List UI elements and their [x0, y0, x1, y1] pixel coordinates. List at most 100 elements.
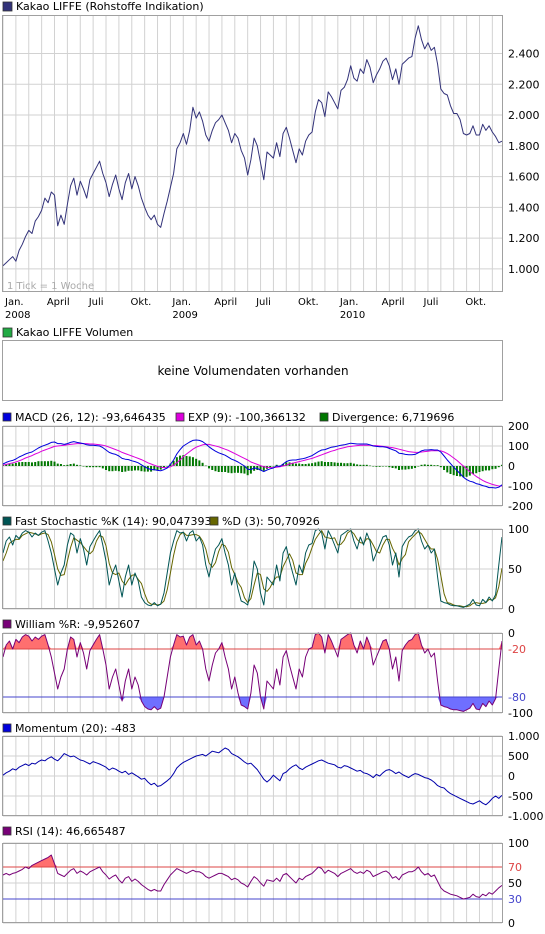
divergence-bar — [352, 463, 355, 466]
williams-legend: William %R: -9,952607 — [2, 618, 140, 631]
y-tick-label: -100 — [508, 480, 533, 493]
divergence-bar — [159, 466, 162, 470]
divergence-bar — [449, 466, 452, 474]
divergence-bar — [340, 462, 343, 466]
divergence-bar — [356, 464, 359, 466]
divergence-bar — [243, 466, 246, 474]
divergence-bar — [37, 461, 40, 466]
divergence-bar — [417, 466, 420, 467]
divergence-bar — [298, 463, 301, 466]
divergence-bar — [143, 466, 146, 472]
divergence-bar — [488, 466, 491, 471]
x-tick-label: April — [382, 297, 405, 308]
x-tick-label: Jan. — [171, 297, 191, 308]
plot-frame — [2, 736, 503, 816]
price-line — [2, 25, 503, 267]
williams-panel: 0 -20 -80 -100 William %R: -9,952607 — [0, 617, 545, 721]
price-series — [2, 25, 503, 267]
divergence-bar — [414, 466, 417, 468]
divergence-bar — [323, 462, 326, 466]
divergence-bar — [204, 465, 207, 467]
legend-label: Divergence: 6,719696 — [332, 411, 454, 424]
williams-frame — [2, 633, 503, 713]
divergence-bar — [375, 466, 378, 467]
divergence-bar — [88, 466, 91, 468]
divergence-bar — [198, 460, 201, 466]
divergence-bar — [359, 464, 362, 466]
stochastic-chart: 100 50 0 Fast Stochastic %K (14): 90,04739… — [2, 515, 529, 616]
y-tick-label: 2.000 — [508, 109, 540, 122]
divergence-bar — [349, 462, 352, 466]
divergence-bar — [475, 466, 478, 474]
overbought-fill — [3, 633, 502, 649]
y-tick-label: 200 — [508, 420, 529, 433]
divergence-bar — [294, 463, 297, 466]
plot-frame — [2, 843, 503, 923]
divergence-bar — [124, 466, 127, 472]
divergence-bar — [439, 466, 442, 468]
price-title: Kakao LIFFE (Rohstoffe Indikation) — [2, 0, 204, 13]
divergence-bar — [311, 463, 314, 466]
divergence-bar — [333, 462, 336, 466]
volume-chart: Kakao LIFFE Volumen keine Volumendaten vo… — [2, 326, 503, 401]
divergence-bar — [108, 466, 111, 472]
divergence-bar — [397, 466, 400, 470]
william-line — [2, 632, 503, 712]
y-tick-label: 50 — [508, 563, 522, 576]
y-tick-label: 1.000 — [508, 263, 540, 276]
divergence-bar — [388, 466, 391, 468]
macd-legend: MACD (26, 12): -93,646435 EXP (9): -100,3… — [2, 411, 454, 424]
divergence-bar — [14, 463, 17, 466]
divergence-bar — [111, 466, 114, 472]
rsi-panel: 100 70 50 30 0 RSI (14): 46,665487 — [0, 824, 545, 930]
williams-chart: 0 -20 -80 -100 William %R: -9,952607 — [2, 618, 533, 720]
x-tick-label: Okt. — [298, 297, 319, 308]
divergence-bar — [47, 461, 50, 466]
divergence-bar — [191, 457, 194, 466]
divergence-bar — [175, 457, 178, 466]
volume-panel: Kakao LIFFE Volumen keine Volumendaten vo… — [0, 325, 545, 408]
momentum-grid — [2, 735, 502, 817]
macd-frame — [2, 426, 503, 506]
x-tick-label: Juli — [88, 297, 104, 308]
divergence-bar — [472, 466, 475, 474]
stochastic-legend: Fast Stochastic %K (14): 90,047393 %D (3)… — [2, 515, 320, 528]
divergence-bar — [459, 466, 462, 477]
y-tick-label: -80 — [508, 691, 526, 704]
chart-title: Kakao LIFFE Volumen — [16, 326, 133, 339]
momentum-line — [2, 747, 503, 806]
divergence-bar — [423, 464, 426, 466]
plot-frame — [2, 426, 503, 506]
y-tick-label: 100 — [508, 837, 529, 850]
divergence-bar — [79, 465, 82, 466]
divergence-bar — [381, 466, 384, 467]
y-tick-label: 0 — [508, 603, 515, 616]
divergence-bar — [27, 462, 30, 466]
x-tick-label: Okt. — [465, 297, 486, 308]
no-data-message: keine Volumendaten vorhanden — [157, 364, 348, 378]
chart-title: Kakao LIFFE (Rohstoffe Indikation) — [16, 0, 204, 13]
macd-chart: 200 100 0 -100 -200 MACD (26, 12): -93,64643… — [2, 411, 533, 513]
legend-swatch — [175, 412, 185, 422]
divergence-bar — [5, 464, 8, 466]
rsi-line — [2, 854, 503, 900]
macd-ticks: 200 100 0 -100 -200 — [508, 420, 533, 513]
divergence-bar — [307, 463, 310, 466]
divergence-bar — [21, 462, 24, 466]
divergence-bar — [66, 464, 69, 466]
divergence-bar — [130, 466, 133, 471]
price-chart: 1.000 1.200 1.400 1.600 1.800 2.000 2.200 2.400… — [2, 0, 540, 321]
divergence-bar — [491, 466, 494, 470]
overbought-fill — [3, 855, 502, 867]
macd-series — [2, 439, 503, 489]
divergence-bar — [150, 466, 153, 472]
divergence-bar — [269, 466, 272, 468]
price-grid — [2, 15, 502, 292]
divergence-bar — [401, 466, 404, 470]
divergence-bar — [127, 466, 130, 471]
x-tick-label: Juli — [255, 297, 271, 308]
divergence-bar — [72, 463, 75, 466]
stochastic-panel: 100 50 0 Fast Stochastic %K (14): 90,04739… — [0, 514, 545, 617]
divergence-bar — [430, 464, 433, 466]
divergence-bar — [224, 466, 227, 472]
